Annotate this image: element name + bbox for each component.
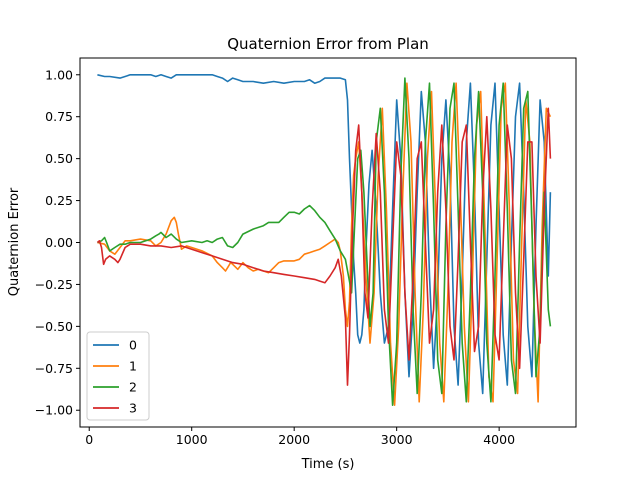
plot-area — [96, 74, 552, 407]
y-tick-label: 0.00 — [45, 235, 73, 250]
series-line-1 — [97, 82, 552, 407]
series-line-2 — [97, 77, 552, 407]
y-tick-label: 1.00 — [45, 67, 73, 82]
x-tick-label: 1000 — [176, 432, 208, 447]
x-tick-label: 0 — [85, 432, 93, 447]
y-tick-label: −0.25 — [35, 277, 73, 292]
x-axis-label: Time (s) — [301, 457, 355, 472]
y-tick-label: −1.00 — [35, 403, 73, 418]
legend-label-3: 3 — [129, 401, 137, 416]
y-tick-label: −0.50 — [35, 319, 73, 334]
x-tick-label: 4000 — [483, 432, 515, 447]
y-tick-label: −0.75 — [35, 361, 73, 376]
legend-label-0: 0 — [129, 338, 137, 353]
x-tick-label: 3000 — [381, 432, 413, 447]
y-tick-label: 0.25 — [45, 193, 73, 208]
legend-label-1: 1 — [129, 359, 137, 374]
x-tick-label: 2000 — [278, 432, 310, 447]
y-tick-label: 0.75 — [45, 109, 73, 124]
y-axis-label: Quaternion Error — [7, 187, 22, 296]
series-line-3 — [96, 107, 552, 386]
y-axis: −1.00 −0.75 −0.50 −0.25 0.00 0.25 0.50 0.75 1.00 — [35, 67, 80, 418]
legend-label-2: 2 — [129, 380, 137, 395]
legend: 0 1 2 3 — [86, 331, 150, 421]
legend-box — [86, 331, 150, 421]
y-tick-label: 0.50 — [45, 151, 73, 166]
chart-title: Quaternion Error from Plan — [227, 35, 429, 53]
x-axis: 0 1000 2000 3000 4000 — [85, 427, 515, 447]
